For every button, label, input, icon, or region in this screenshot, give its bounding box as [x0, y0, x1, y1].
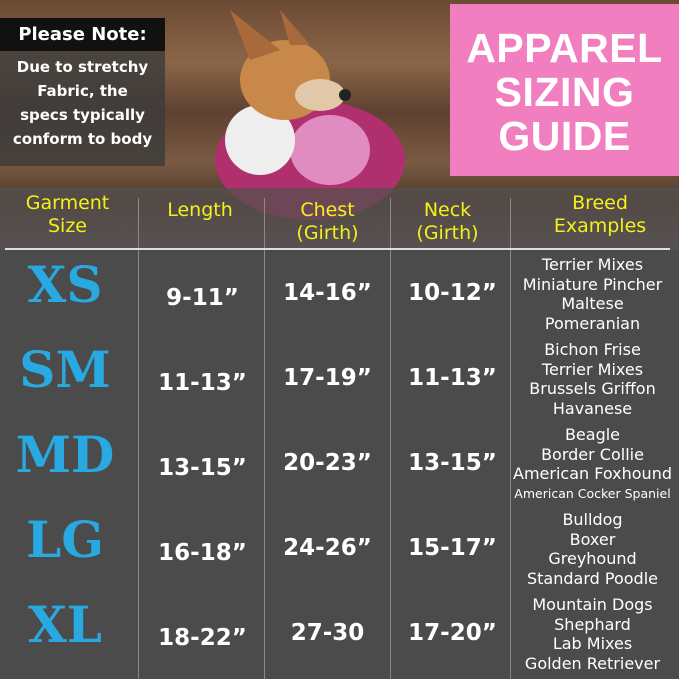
note-title: Please Note:: [0, 18, 165, 51]
column-divider: [390, 198, 391, 679]
size-label: MD: [15, 425, 115, 484]
breed-name: Boxer: [569, 529, 616, 549]
header-neck: Neck (Girth): [416, 199, 479, 244]
column-divider: [138, 198, 139, 679]
column-divider: [264, 198, 265, 679]
banner-line: APPAREL: [466, 25, 663, 71]
chest-value: 14-16”: [283, 280, 372, 306]
breed-name: Havanese: [552, 398, 633, 418]
length-value: 18-22”: [158, 625, 247, 651]
header-divider: [5, 248, 670, 250]
breed-name: Pomeranian: [544, 313, 641, 333]
size-label: XS: [27, 255, 103, 314]
breed-examples: Terrier Mixes Miniature Pincher Maltese Pom…: [510, 255, 675, 333]
note-line: specs typically: [20, 106, 145, 124]
header-chest: Chest (Girth): [296, 199, 359, 244]
breed-name: Terrier Mixes: [541, 359, 644, 379]
banner-line: GUIDE: [498, 113, 631, 159]
note-body: Due to stretchy Fabric, the specs typica…: [0, 51, 165, 151]
header-garment-size: Garment Size: [25, 192, 110, 237]
banner-line: SIZING: [494, 69, 635, 115]
breed-name: American Cocker Spaniel: [514, 485, 671, 501]
breed-name: Golden Retriever: [524, 653, 661, 673]
note-line: Due to stretchy: [16, 58, 149, 76]
breed-name: Maltese: [561, 294, 624, 313]
breed-name: Beagle: [564, 425, 621, 444]
note-line: Fabric, the: [37, 82, 128, 100]
length-value: 9-11”: [166, 285, 239, 311]
chest-value: 24-26”: [283, 535, 372, 561]
breed-examples: Beagle Border Collie American Foxhound Amer…: [510, 425, 675, 503]
breed-examples: Bulldog Boxer Greyhound Standard Poodle: [510, 510, 675, 588]
breed-examples: Mountain Dogs Shephard Lab Mixes Golden Ret…: [510, 595, 675, 673]
breed-examples: Bichon Frise Terrier Mixes Brussels Griffo…: [510, 340, 675, 418]
breed-name: Miniature Pincher: [522, 274, 663, 294]
breed-name: Bulldog: [562, 510, 623, 529]
breed-name: Mountain Dogs: [532, 595, 653, 614]
note-line: conform to body: [12, 130, 153, 148]
breed-name: Border Collie: [541, 444, 644, 464]
column-divider: [510, 198, 511, 679]
size-label: XL: [28, 595, 102, 654]
length-value: 13-15”: [158, 455, 247, 481]
header-length: Length: [167, 199, 233, 221]
breed-name: Lab Mixes: [552, 634, 633, 653]
length-value: 11-13”: [158, 370, 247, 396]
neck-value: 17-20”: [408, 620, 497, 646]
chest-value: 17-19”: [283, 365, 372, 391]
note-box: Please Note: Due to stretchy Fabric, the…: [0, 18, 165, 166]
breed-name: Terrier Mixes: [541, 255, 644, 274]
chest-value: 27-30: [290, 620, 365, 646]
sizing-guide-banner: APPAREL SIZING GUIDE: [450, 4, 679, 176]
size-label: SM: [19, 340, 111, 399]
breed-name: Greyhound: [548, 549, 637, 568]
header-band: [0, 188, 679, 250]
length-value: 16-18”: [158, 540, 247, 566]
breed-name: Bichon Frise: [544, 340, 641, 359]
neck-value: 10-12”: [408, 280, 497, 306]
header-breed-examples: Breed Examples: [553, 192, 647, 237]
size-label: LG: [26, 510, 104, 569]
chest-value: 20-23”: [283, 450, 372, 476]
neck-value: 13-15”: [408, 450, 497, 476]
breed-name: Brussels Griffon: [529, 379, 656, 398]
neck-value: 11-13”: [408, 365, 497, 391]
breed-name: Standard Poodle: [527, 568, 658, 588]
neck-value: 15-17”: [408, 535, 497, 561]
breed-name: Shephard: [554, 614, 631, 634]
breed-name: American Foxhound: [513, 464, 672, 483]
